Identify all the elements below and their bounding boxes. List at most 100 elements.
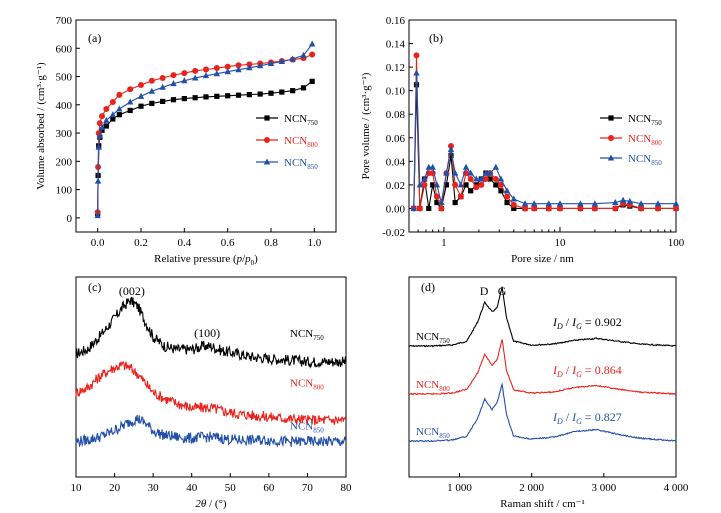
data-point-triangle bbox=[467, 169, 474, 176]
data-point-circle bbox=[608, 135, 614, 141]
data-point-triangle bbox=[462, 163, 470, 170]
series-line bbox=[408, 339, 677, 396]
data-point-circle bbox=[99, 113, 105, 120]
y-axis-label: Pore volume / (cm³·g⁻¹) bbox=[360, 72, 372, 179]
ratio-label: ID / IG = 0.864 bbox=[552, 363, 622, 379]
plot-frame bbox=[75, 276, 347, 478]
data-point-triangle bbox=[410, 204, 418, 211]
data-point-triangle bbox=[577, 200, 584, 207]
panel-d: 1 000 2 000 3 000 4 000 (d) Raman shift / cm⁻… bbox=[408, 276, 689, 510]
data-point-square bbox=[192, 95, 198, 101]
panel-label: (a) bbox=[88, 31, 101, 45]
data-point-square bbox=[426, 205, 432, 212]
data-point-triangle bbox=[531, 200, 538, 207]
data-point-triangle bbox=[191, 74, 199, 81]
data-point-square bbox=[264, 115, 270, 121]
ratio-value: 0.864 bbox=[595, 363, 622, 377]
y-tick-label: 0.02 bbox=[386, 180, 405, 192]
data-point-triangle bbox=[556, 200, 564, 207]
data-point-square bbox=[498, 188, 504, 194]
series-label: NCN800 bbox=[416, 379, 450, 393]
data-point-triangle bbox=[438, 199, 445, 206]
series-label-subscript: 850 bbox=[313, 426, 324, 434]
x-tick-label: 10 bbox=[71, 482, 83, 494]
data-point-square bbox=[99, 127, 105, 133]
y-tick-label: 0.04 bbox=[386, 156, 406, 168]
data-point-triangle bbox=[626, 197, 634, 204]
data-point-circle bbox=[438, 205, 445, 212]
data-point-triangle bbox=[246, 64, 253, 71]
data-point-circle bbox=[510, 201, 517, 208]
ratio-label: ID / IG = 0.827 bbox=[552, 410, 622, 426]
data-point-square bbox=[138, 103, 144, 109]
plot-frame bbox=[408, 19, 677, 233]
data-point-circle bbox=[433, 193, 440, 200]
y-tick-label: 0.06 bbox=[386, 133, 406, 145]
data-point-triangle bbox=[447, 146, 455, 153]
legend-label-subscript: 800 bbox=[651, 139, 662, 147]
data-point-square bbox=[116, 112, 122, 118]
data-point-circle bbox=[309, 51, 316, 58]
data-point-circle bbox=[421, 181, 428, 188]
series-line bbox=[408, 382, 677, 443]
legend-label: NCN800 bbox=[628, 133, 662, 147]
ratio-value: 0.827 bbox=[595, 410, 622, 424]
x-tick-label: 70 bbox=[302, 482, 314, 494]
data-point-square bbox=[160, 98, 166, 105]
annotation-D: D bbox=[480, 284, 489, 298]
x-tick-label: 3 000 bbox=[591, 482, 616, 494]
data-point-square bbox=[290, 88, 296, 94]
data-point-circle bbox=[192, 67, 199, 74]
x-tick-label: 0.8 bbox=[264, 237, 278, 249]
data-point-triangle bbox=[654, 200, 662, 207]
annotation-100: (100) bbox=[194, 326, 220, 340]
data-point-triangle bbox=[607, 154, 615, 161]
data-point-triangle bbox=[510, 195, 517, 202]
data-point-circle bbox=[116, 91, 123, 98]
data-point-circle bbox=[504, 193, 511, 200]
x-tick-label: 30 bbox=[148, 482, 160, 494]
data-point-triangle bbox=[116, 105, 123, 112]
series-label-subscript: 800 bbox=[439, 385, 450, 393]
data-point-square bbox=[110, 116, 116, 122]
data-point-square bbox=[235, 92, 242, 98]
data-point-triangle bbox=[492, 163, 500, 170]
x-axis-label: Pore size / nm bbox=[511, 253, 574, 265]
legend-label-subscript: 750 bbox=[307, 119, 318, 127]
panel-a: 0.0 0.2 0.4 0.6 0.8 1.0 0 100 200 300 400 500 600 700… bbox=[35, 15, 337, 267]
series-line bbox=[75, 415, 346, 448]
data-point-triangle bbox=[451, 169, 459, 176]
data-point-square bbox=[257, 91, 263, 97]
data-point-circle bbox=[109, 98, 116, 105]
data-point-circle bbox=[203, 66, 209, 73]
legend-label: NCN850 bbox=[628, 153, 662, 167]
y-tick-label: 300 bbox=[56, 128, 73, 140]
data-point-circle bbox=[452, 181, 459, 188]
data-point-circle bbox=[591, 205, 598, 212]
annotation-002: (002) bbox=[119, 284, 145, 298]
legend-label-subscript: 750 bbox=[651, 119, 662, 127]
legend-label: NCN850 bbox=[284, 157, 318, 171]
x-axis-label: 2θ / (°) bbox=[195, 498, 227, 510]
data-point-triangle bbox=[612, 199, 619, 206]
data-point-square bbox=[309, 78, 315, 84]
data-point-square bbox=[487, 176, 493, 182]
data-point-circle bbox=[473, 184, 480, 191]
x-tick-label: 100 bbox=[668, 237, 685, 249]
data-point-circle bbox=[545, 205, 552, 212]
data-point-triangle bbox=[429, 163, 436, 170]
series-label-subscript: 750 bbox=[439, 337, 450, 345]
x-tick-label: 60 bbox=[263, 482, 275, 494]
data-point-circle bbox=[638, 205, 645, 212]
data-point-square bbox=[181, 95, 187, 102]
legend-label: NCN750 bbox=[284, 113, 318, 127]
data-point-square bbox=[203, 94, 209, 100]
x-tick-label: 2 000 bbox=[519, 482, 544, 494]
data-point-circle bbox=[103, 106, 110, 113]
data-point-triangle bbox=[413, 69, 420, 76]
series-label-subscript: 850 bbox=[439, 432, 450, 440]
data-point-circle bbox=[447, 143, 454, 150]
y-tick-label: 0.16 bbox=[386, 15, 406, 27]
x-tick-label: 1 bbox=[441, 237, 447, 249]
